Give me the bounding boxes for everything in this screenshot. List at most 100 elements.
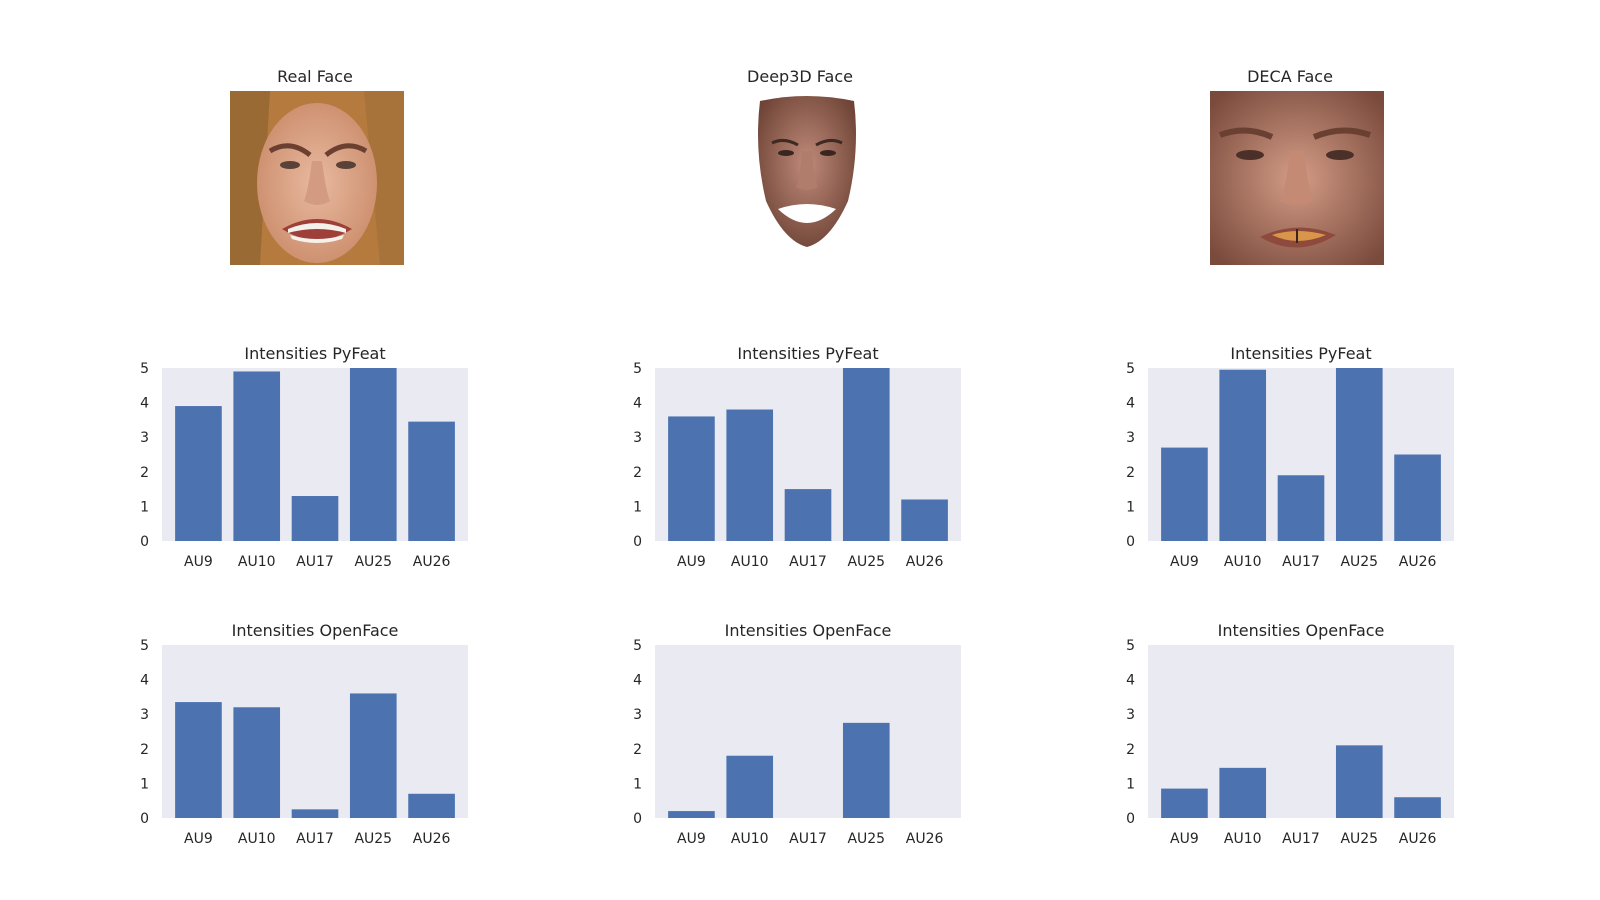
real-face-title: Real Face bbox=[277, 67, 353, 86]
y-tick-label: 2 bbox=[633, 465, 642, 481]
y-tick-label: 2 bbox=[1126, 465, 1135, 481]
x-tick-label: AU26 bbox=[413, 831, 451, 847]
deep3d-face-image bbox=[720, 91, 894, 265]
bar-au26 bbox=[1394, 454, 1441, 541]
bar-au10 bbox=[1219, 369, 1267, 541]
x-tick-label: AU9 bbox=[677, 554, 706, 570]
y-tick-label: 3 bbox=[140, 430, 149, 446]
y-tick-label: 0 bbox=[633, 811, 642, 827]
y-tick-label: 5 bbox=[633, 361, 642, 377]
bar-au9 bbox=[668, 811, 715, 818]
y-tick-label: 2 bbox=[1126, 742, 1135, 758]
chart-title: Intensities PyFeat bbox=[1230, 344, 1371, 363]
bar-au25 bbox=[842, 368, 890, 541]
y-tick-label: 4 bbox=[140, 396, 149, 412]
chart-pyfeat-deca: Intensities PyFeat 0 1 2 3 4 5 AU9 AU10 AU17 AU25 A… bbox=[1126, 344, 1454, 570]
deca-face-image bbox=[1210, 91, 1384, 265]
deep3d-face-title: Deep3D Face bbox=[747, 67, 853, 86]
bar-au26 bbox=[408, 793, 455, 818]
x-tick-label: AU10 bbox=[238, 554, 276, 570]
bar-au9 bbox=[1161, 447, 1208, 541]
y-tick-label: 1 bbox=[1126, 499, 1135, 515]
y-tick-label: 5 bbox=[140, 361, 149, 377]
y-tick-label: 2 bbox=[140, 465, 149, 481]
x-tick-label: AU26 bbox=[1399, 831, 1437, 847]
chart-openface-deep3d: Intensities OpenFace 0 1 2 3 4 5 AU9 AU10 AU17 AU2… bbox=[633, 621, 961, 847]
real-face-image bbox=[230, 91, 404, 265]
x-tick-label: AU10 bbox=[1224, 554, 1262, 570]
y-tick-label: 3 bbox=[140, 707, 149, 723]
y-tick-label: 0 bbox=[1126, 811, 1135, 827]
x-tick-label: AU25 bbox=[847, 554, 885, 570]
y-tick-label: 0 bbox=[633, 534, 642, 550]
x-tick-label: AU26 bbox=[906, 554, 944, 570]
x-tick-label: AU25 bbox=[354, 831, 392, 847]
y-tick-label: 4 bbox=[140, 673, 149, 689]
bar-au25 bbox=[1335, 368, 1383, 541]
y-tick-label: 2 bbox=[633, 742, 642, 758]
x-tick-label: AU17 bbox=[296, 831, 334, 847]
x-tick-label: AU25 bbox=[1340, 554, 1378, 570]
x-tick-label: AU9 bbox=[677, 831, 706, 847]
x-tick-label: AU25 bbox=[847, 831, 885, 847]
y-tick-label: 4 bbox=[1126, 396, 1135, 412]
chart-title: Intensities OpenFace bbox=[1218, 621, 1385, 640]
x-tick-label: AU17 bbox=[789, 831, 827, 847]
y-tick-label: 0 bbox=[140, 811, 149, 827]
bar-au17 bbox=[1277, 475, 1325, 541]
chart-title: Intensities OpenFace bbox=[725, 621, 892, 640]
deca-face-render-icon bbox=[1210, 91, 1384, 265]
bar-au10 bbox=[233, 371, 281, 541]
x-tick-label: AU26 bbox=[413, 554, 451, 570]
bar-au9 bbox=[175, 702, 222, 818]
y-tick-label: 1 bbox=[140, 776, 149, 792]
y-tick-label: 4 bbox=[1126, 673, 1135, 689]
deca-face-title: DECA Face bbox=[1247, 67, 1333, 86]
y-tick-label: 5 bbox=[633, 638, 642, 654]
x-tick-label: AU17 bbox=[789, 554, 827, 570]
bar-au10 bbox=[726, 755, 774, 818]
y-tick-label: 5 bbox=[140, 638, 149, 654]
bar-au10 bbox=[726, 409, 774, 541]
plot-area bbox=[655, 645, 961, 818]
y-tick-label: 3 bbox=[1126, 430, 1135, 446]
chart-pyfeat-deep3d: Intensities PyFeat 0 1 2 3 4 5 AU9 AU10 AU17 AU25 A… bbox=[633, 344, 961, 570]
y-tick-label: 1 bbox=[1126, 776, 1135, 792]
bar-au17 bbox=[291, 496, 339, 541]
x-tick-label: AU9 bbox=[1170, 831, 1199, 847]
y-tick-label: 4 bbox=[633, 673, 642, 689]
bar-au25 bbox=[349, 368, 397, 541]
bar-au10 bbox=[233, 707, 281, 818]
y-tick-label: 1 bbox=[633, 776, 642, 792]
bar-au10 bbox=[1219, 767, 1267, 818]
x-tick-label: AU9 bbox=[1170, 554, 1199, 570]
chart-title: Intensities PyFeat bbox=[737, 344, 878, 363]
x-tick-label: AU9 bbox=[184, 831, 213, 847]
x-tick-label: AU17 bbox=[296, 554, 334, 570]
x-tick-label: AU10 bbox=[731, 554, 769, 570]
x-tick-label: AU26 bbox=[906, 831, 944, 847]
x-tick-label: AU9 bbox=[184, 554, 213, 570]
chart-pyfeat-real: Intensities PyFeat 0 1 2 3 4 5 AU9 AU10 AU17 AU25 A… bbox=[140, 344, 468, 570]
x-tick-label: AU10 bbox=[1224, 831, 1262, 847]
x-tick-label: AU10 bbox=[238, 831, 276, 847]
deep3d-face-render-icon bbox=[758, 96, 856, 247]
real-face-photo-icon bbox=[230, 91, 404, 265]
x-tick-label: AU17 bbox=[1282, 831, 1320, 847]
x-tick-label: AU10 bbox=[731, 831, 769, 847]
y-tick-label: 3 bbox=[633, 707, 642, 723]
y-tick-label: 3 bbox=[1126, 707, 1135, 723]
x-tick-label: AU25 bbox=[354, 554, 392, 570]
bar-au25 bbox=[349, 693, 397, 818]
bar-au25 bbox=[842, 722, 890, 818]
x-tick-label: AU17 bbox=[1282, 554, 1320, 570]
y-tick-label: 5 bbox=[1126, 361, 1135, 377]
y-tick-label: 2 bbox=[140, 742, 149, 758]
chart-title: Intensities PyFeat bbox=[244, 344, 385, 363]
chart-title: Intensities OpenFace bbox=[232, 621, 399, 640]
y-tick-label: 0 bbox=[1126, 534, 1135, 550]
bar-au17 bbox=[784, 489, 832, 541]
chart-openface-deca: Intensities OpenFace 0 1 2 3 4 5 AU9 AU10 AU17 AU2… bbox=[1126, 621, 1454, 847]
bar-au26 bbox=[901, 499, 948, 541]
